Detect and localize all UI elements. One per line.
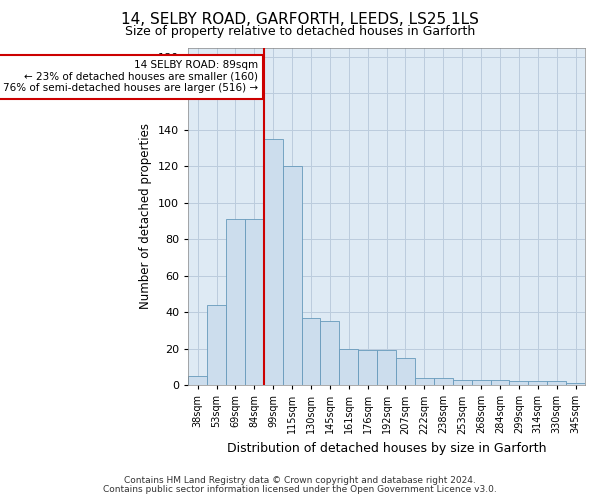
Bar [226,219,245,385]
Bar [396,358,415,385]
Bar [415,378,434,385]
Bar [302,318,320,385]
Bar [377,350,396,385]
Bar [566,384,585,385]
Bar [547,382,566,385]
Text: Size of property relative to detached houses in Garforth: Size of property relative to detached ho… [125,25,475,38]
Bar [188,376,207,385]
Bar [207,305,226,385]
Text: 14, SELBY ROAD, GARFORTH, LEEDS, LS25 1LS: 14, SELBY ROAD, GARFORTH, LEEDS, LS25 1L… [121,12,479,28]
Bar [358,350,377,385]
Text: Contains public sector information licensed under the Open Government Licence v3: Contains public sector information licen… [103,484,497,494]
Bar [472,380,491,385]
X-axis label: Distribution of detached houses by size in Garforth: Distribution of detached houses by size … [227,442,547,455]
Bar [509,382,529,385]
Text: 14 SELBY ROAD: 89sqm
← 23% of detached houses are smaller (160)
76% of semi-deta: 14 SELBY ROAD: 89sqm ← 23% of detached h… [3,60,258,94]
Y-axis label: Number of detached properties: Number of detached properties [139,124,152,310]
Bar [283,166,302,385]
Bar [453,380,472,385]
Text: Contains HM Land Registry data © Crown copyright and database right 2024.: Contains HM Land Registry data © Crown c… [124,476,476,485]
Bar [434,378,453,385]
Bar [264,139,283,385]
Bar [491,380,509,385]
Bar [340,348,358,385]
Bar [320,322,340,385]
Bar [529,382,547,385]
Bar [245,219,264,385]
